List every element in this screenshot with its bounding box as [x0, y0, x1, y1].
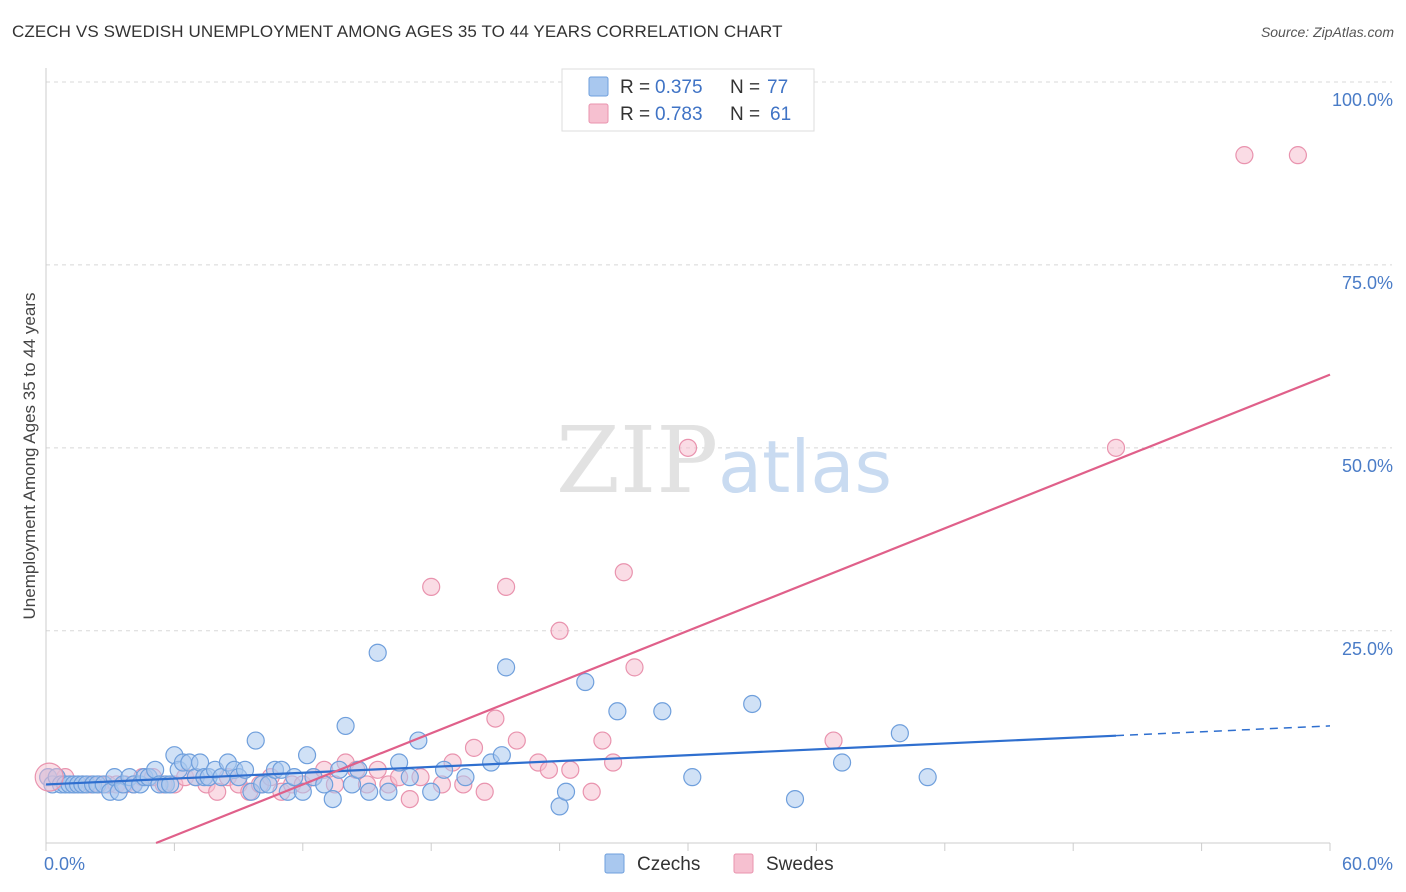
legend-n-value-czechs: 77	[767, 77, 788, 98]
czech-point	[161, 775, 180, 794]
x-tick-label-max: 60.0%	[1342, 854, 1393, 874]
bottom-legend-label-swedes: Swedes	[766, 854, 834, 875]
swede-point	[678, 438, 698, 457]
legend-n-value-swedes: 61	[770, 104, 791, 125]
czech-point	[492, 746, 511, 765]
swede-point	[497, 577, 516, 596]
y-tick-label-50: 50.0%	[1342, 456, 1393, 476]
swede-point	[464, 738, 484, 757]
axis-layer	[45, 68, 1331, 851]
bottom-legend-swatch-swedes	[733, 853, 754, 874]
czech-trend-line	[45, 734, 1117, 786]
legend-r-label-swedes: R =	[620, 104, 650, 125]
watermark-atlas: atlas	[718, 425, 892, 509]
bottom-legend-label-czechs: Czechs	[637, 854, 700, 875]
watermark: ZIP atlas	[556, 407, 892, 514]
swede-point	[400, 789, 419, 809]
legend-r-value-czechs: 0.375	[655, 77, 703, 98]
swede-point	[1288, 146, 1308, 165]
swede-point	[475, 782, 494, 801]
legend-r-label-czechs: R =	[620, 77, 650, 98]
legend-box: R = 0.375 N = 77 R = 0.783 N = 61	[561, 68, 815, 132]
swede-point	[1235, 146, 1254, 165]
swede-point-cluster	[34, 762, 64, 792]
czech-point	[336, 716, 355, 736]
trend-layer	[45, 373, 1331, 845]
watermark-zip: ZIP	[556, 407, 718, 514]
chart-source: Source: ZipAtlas.com	[1260, 24, 1394, 40]
czech-point	[785, 789, 805, 809]
swede-trend-line	[155, 373, 1331, 845]
czech-point	[434, 760, 454, 779]
czech-trend-line-extension	[1115, 725, 1331, 737]
grid-layer	[46, 81, 1392, 632]
czech-point	[246, 731, 265, 750]
swede-point	[550, 621, 569, 640]
legend-swatch-swedes	[588, 103, 609, 124]
swede-point	[539, 760, 559, 779]
swede-point	[593, 731, 612, 750]
swede-point	[625, 658, 644, 677]
y-tick-labels: 25.0% 50.0% 75.0% 100.0%	[1332, 90, 1393, 659]
czech-point	[556, 782, 576, 801]
czech-point	[683, 768, 702, 787]
x-tick-label-min: 0.0%	[44, 854, 85, 874]
bottom-legend-swatch-czechs	[604, 853, 625, 874]
y-tick-label-25: 25.0%	[1342, 639, 1393, 659]
swede-point	[824, 731, 843, 750]
legend-n-label-czechs: N =	[730, 77, 760, 98]
czech-point	[890, 724, 909, 743]
czech-point	[297, 746, 317, 765]
czech-point	[918, 768, 937, 787]
chart-title: CZECH VS SWEDISH UNEMPLOYMENT AMONG AGES…	[12, 22, 783, 41]
czech-point	[368, 643, 387, 662]
czech-point	[400, 768, 419, 787]
swede-point	[1106, 438, 1126, 457]
czech-point	[422, 782, 441, 801]
czech-point	[323, 789, 342, 809]
czech-point	[743, 694, 762, 714]
swede-point	[614, 563, 633, 582]
swede-point	[486, 709, 505, 728]
swede-point	[582, 782, 601, 801]
czech-point	[653, 702, 672, 721]
swede-point	[507, 731, 526, 750]
czech-point	[379, 782, 398, 801]
y-tick-label-75: 75.0%	[1342, 273, 1393, 293]
czech-point	[608, 702, 627, 721]
legend-n-label-swedes: N =	[730, 104, 760, 125]
y-axis-title: Unemployment Among Ages 35 to 44 years	[20, 293, 39, 620]
czech-point	[390, 753, 409, 772]
swede-point	[422, 577, 441, 596]
legend-r-value-swedes: 0.783	[655, 104, 703, 125]
czech-point	[497, 658, 516, 677]
czech-point	[576, 672, 595, 692]
czech-point	[360, 782, 379, 801]
swede-point	[603, 753, 623, 772]
legend-swatch-czechs	[588, 76, 609, 97]
czech-point	[235, 760, 255, 779]
swede-point	[561, 760, 580, 779]
czech-point	[456, 768, 475, 787]
y-tick-label-100: 100.0%	[1332, 90, 1393, 110]
czech-point	[832, 753, 852, 772]
bottom-legend: Czechs Swedes	[604, 853, 834, 875]
